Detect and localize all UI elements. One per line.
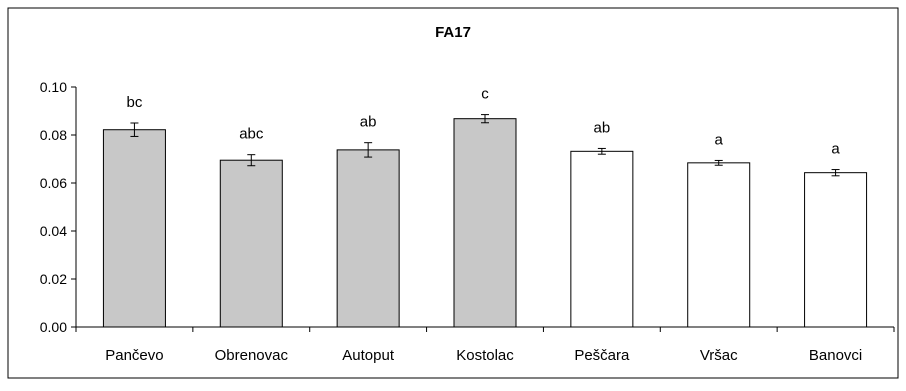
y-tick-label: 0.04 (40, 223, 67, 239)
x-tick-label: Banovci (809, 347, 862, 364)
error-bars (130, 114, 840, 177)
significance-label: a (831, 141, 840, 158)
significance-label: abc (239, 126, 264, 143)
y-tick-label: 0.10 (40, 79, 67, 95)
significance-label: ab (360, 114, 377, 131)
bar (570, 150, 634, 328)
bar (453, 118, 517, 328)
x-tick-label: Kostolac (456, 347, 514, 364)
x-tick-label: Pančevo (105, 347, 163, 364)
y-tick-label: 0.06 (40, 175, 67, 191)
bar (804, 172, 868, 328)
significance-label: bc (127, 94, 143, 111)
x-tick-label: Peščara (574, 347, 630, 364)
bar (219, 159, 283, 328)
bar (336, 149, 400, 328)
y-tick-label: 0.02 (40, 271, 67, 287)
x-tick-label: Obrenovac (215, 347, 289, 364)
significance-label: c (481, 86, 489, 103)
bar (687, 162, 751, 328)
significance-label: ab (594, 119, 611, 136)
bars (102, 118, 868, 328)
y-axis: 0.00 0.02 0.04 0.06 0.08 0.10 (40, 79, 77, 335)
x-tick-label: Autoput (342, 347, 395, 364)
x-tick-label: Vršac (700, 347, 738, 364)
y-tick-label: 0.08 (40, 127, 67, 143)
chart-title: FA17 (435, 24, 471, 41)
y-tick-label: 0.00 (40, 319, 67, 335)
bar (102, 129, 166, 328)
significance-label: a (715, 131, 724, 148)
